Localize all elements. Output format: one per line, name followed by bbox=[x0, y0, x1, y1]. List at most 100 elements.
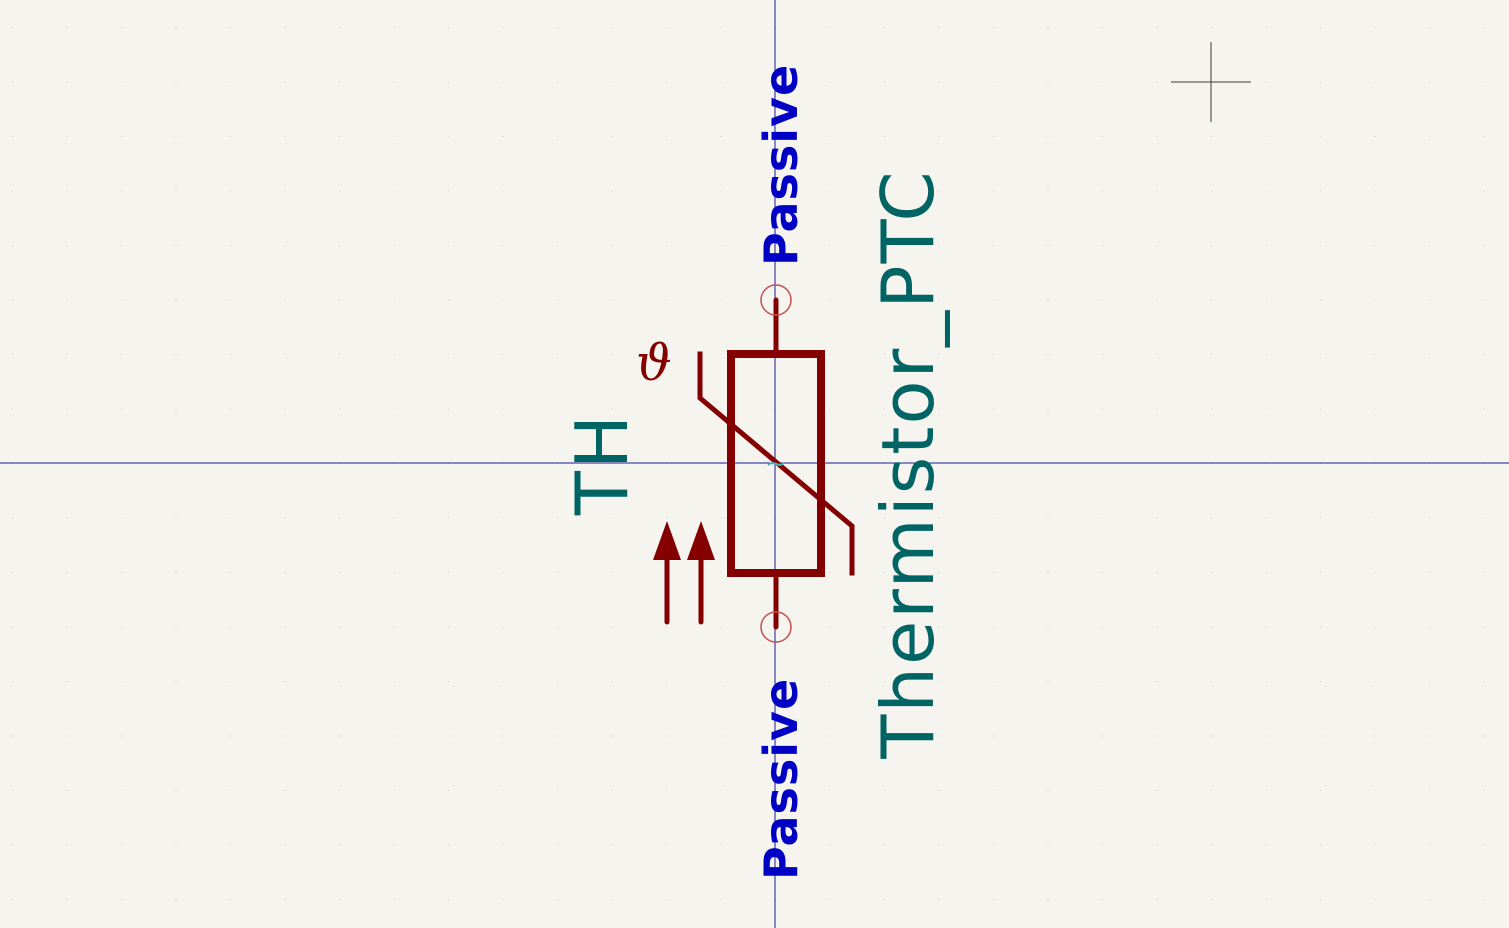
grid-dot bbox=[502, 81, 504, 83]
grid-dot bbox=[938, 517, 940, 519]
grid-dot bbox=[884, 735, 885, 737]
grid-dot bbox=[1156, 681, 1158, 682]
grid-dot bbox=[230, 81, 231, 83]
grid-dot bbox=[1047, 517, 1049, 519]
grid-dot bbox=[1483, 27, 1485, 28]
grid-dot bbox=[938, 681, 940, 682]
grid-dot bbox=[1483, 81, 1485, 83]
grid-dot bbox=[884, 245, 885, 246]
grid-dot bbox=[666, 408, 667, 410]
grid-dot bbox=[1047, 626, 1049, 628]
grid-dot bbox=[448, 626, 449, 628]
grid-dot bbox=[720, 681, 722, 682]
grid-dot bbox=[502, 517, 504, 519]
grid-dot bbox=[938, 408, 940, 410]
grid-dot bbox=[1156, 81, 1158, 83]
grid-dot bbox=[230, 245, 231, 246]
grid-dot bbox=[884, 626, 885, 628]
grid-dot bbox=[284, 790, 286, 791]
grid-dot bbox=[12, 27, 13, 28]
grid-dot bbox=[175, 408, 177, 410]
grid-dot bbox=[993, 626, 994, 628]
grid-dot bbox=[829, 190, 831, 192]
grid-dot bbox=[66, 626, 68, 628]
grid-dot bbox=[1211, 899, 1212, 900]
grid-dot bbox=[339, 408, 340, 410]
grid-dot bbox=[884, 136, 885, 137]
grid-dot bbox=[448, 844, 449, 846]
grid-dot bbox=[884, 408, 885, 410]
grid-dot bbox=[1156, 626, 1158, 628]
grid-dot bbox=[1156, 354, 1158, 355]
grid-dot bbox=[1211, 681, 1212, 682]
grid-dot bbox=[448, 136, 449, 137]
grid-dot bbox=[829, 626, 831, 628]
grid-dot bbox=[666, 735, 667, 737]
grid-dot bbox=[666, 681, 667, 682]
grid-dot bbox=[1156, 572, 1158, 573]
grid-dot bbox=[1374, 408, 1376, 410]
grid-dot bbox=[502, 299, 504, 301]
grid-dot bbox=[938, 190, 940, 192]
grid-dot bbox=[12, 844, 13, 846]
grid-dot bbox=[284, 81, 286, 83]
grid-dot bbox=[502, 190, 504, 192]
grid-dot bbox=[993, 790, 994, 791]
grid-dot bbox=[557, 245, 558, 246]
grid-dot bbox=[829, 81, 831, 83]
grid-dot bbox=[1211, 626, 1212, 628]
grid-dot bbox=[666, 844, 667, 846]
grid-dot bbox=[230, 899, 231, 900]
ptc-diagonal-line[interactable] bbox=[697, 351, 855, 576]
pin-top-endpoint[interactable] bbox=[760, 284, 792, 316]
grid-dot bbox=[1374, 899, 1376, 900]
grid-dot bbox=[1265, 572, 1267, 573]
grid-dot bbox=[884, 572, 885, 573]
grid-dot bbox=[557, 190, 558, 192]
grid-dot bbox=[393, 299, 395, 301]
grid-dot bbox=[1483, 408, 1485, 410]
grid-dot bbox=[12, 81, 13, 83]
grid-dot bbox=[66, 681, 68, 682]
grid-dot bbox=[502, 681, 504, 682]
grid-dot bbox=[393, 790, 395, 791]
pin-bottom-endpoint[interactable] bbox=[760, 611, 792, 643]
grid-dot bbox=[12, 354, 13, 355]
grid-dot bbox=[1320, 735, 1321, 737]
grid-dot bbox=[230, 354, 231, 355]
grid-dot bbox=[448, 572, 449, 573]
grid-dot bbox=[12, 681, 13, 682]
grid-dot bbox=[230, 408, 231, 410]
grid-dot bbox=[720, 572, 722, 573]
grid-dot bbox=[611, 408, 613, 410]
up-arrows-icon bbox=[653, 521, 715, 625]
reference-field[interactable]: TH bbox=[560, 413, 644, 516]
grid-dot bbox=[993, 899, 994, 900]
grid-dot bbox=[175, 844, 177, 846]
pin-bottom[interactable] bbox=[760, 570, 792, 643]
grid-dot bbox=[557, 299, 558, 301]
value-field[interactable]: Thermistor_PTC bbox=[866, 169, 950, 759]
grid-dot bbox=[611, 245, 613, 246]
pin-top[interactable] bbox=[760, 284, 792, 357]
grid-dot bbox=[175, 245, 177, 246]
grid-dot bbox=[993, 844, 994, 846]
grid-dot bbox=[175, 27, 177, 28]
grid-dot bbox=[1483, 136, 1485, 137]
grid-dot bbox=[66, 517, 68, 519]
grid-dot bbox=[938, 354, 940, 355]
grid-dot bbox=[121, 354, 122, 355]
grid-dot bbox=[12, 626, 13, 628]
grid-dot bbox=[829, 136, 831, 137]
grid-dot bbox=[1047, 899, 1049, 900]
grid-dot bbox=[1047, 299, 1049, 301]
grid-dot bbox=[175, 136, 177, 137]
grid-dot bbox=[230, 681, 231, 682]
grid-dot bbox=[66, 81, 68, 83]
grid-dot bbox=[284, 408, 286, 410]
thermistor-body-rect[interactable] bbox=[727, 350, 825, 577]
grid-dot bbox=[1156, 517, 1158, 519]
grid-dot bbox=[1211, 844, 1212, 846]
